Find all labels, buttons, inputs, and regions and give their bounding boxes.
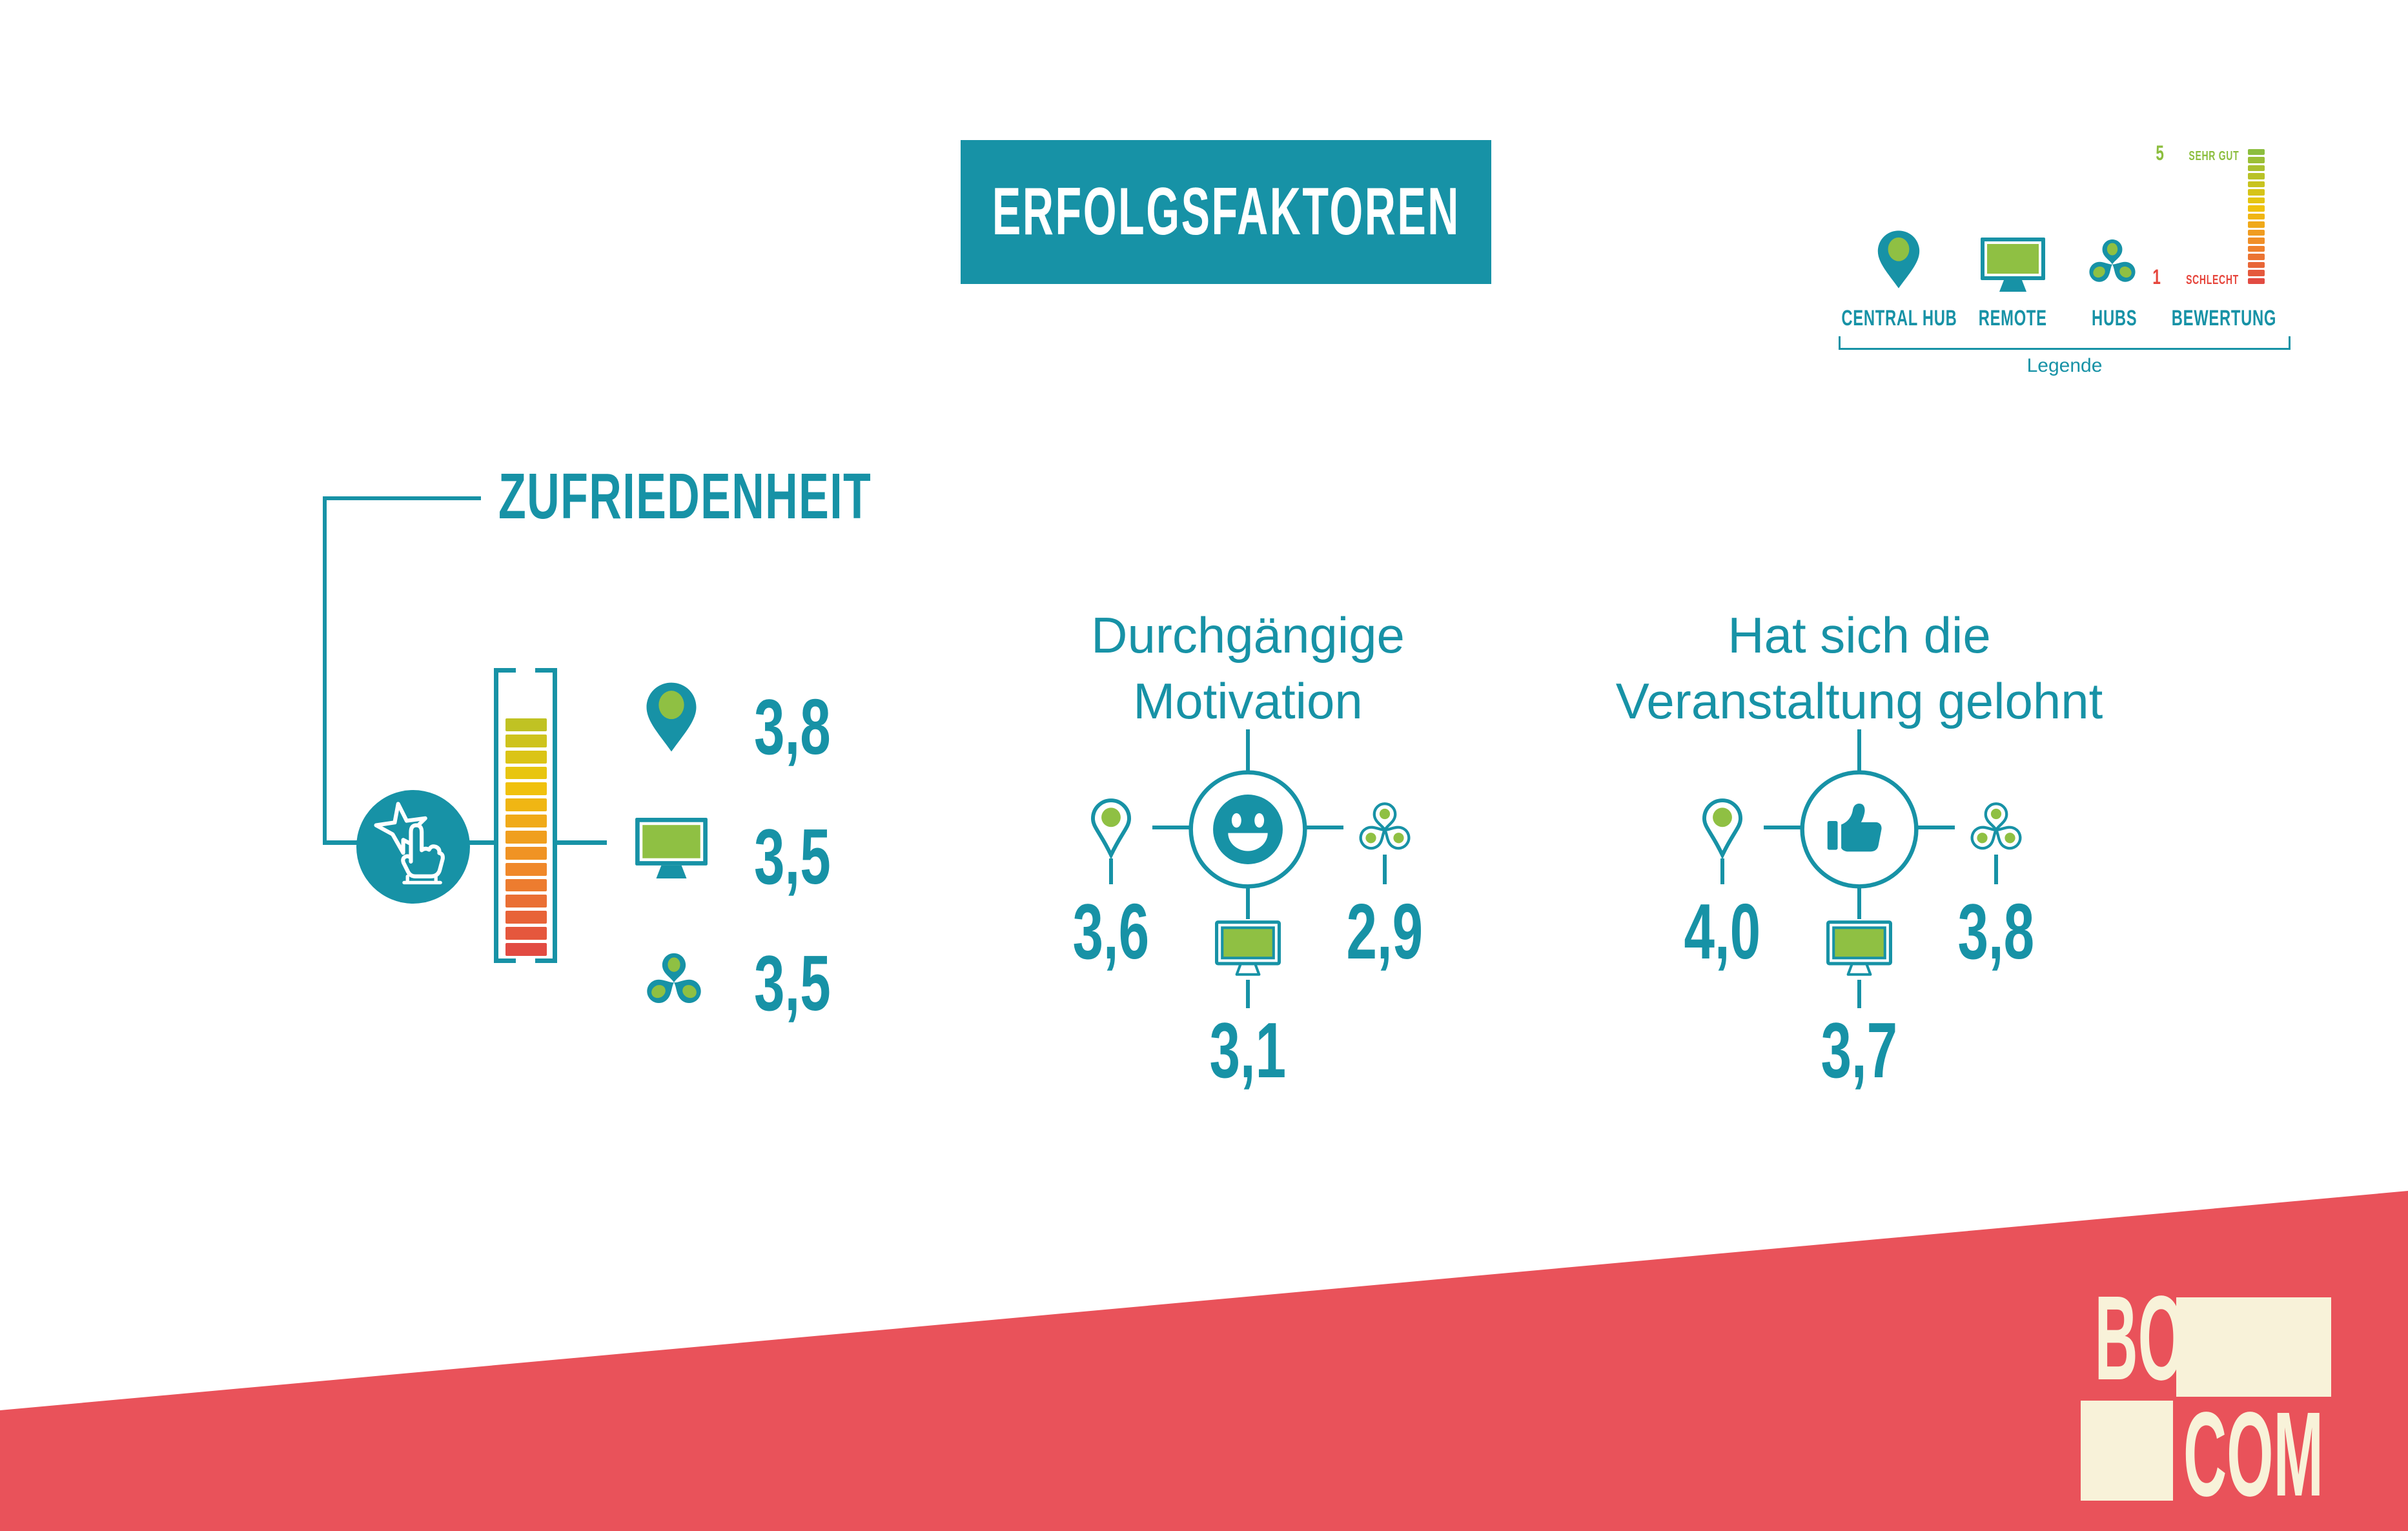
legend-bracket [1839, 336, 2291, 350]
logo-text-bo: BO [2094, 1272, 2185, 1405]
scale-segment [2248, 245, 2265, 252]
remote-monitor-outline-icon [1826, 920, 1892, 978]
thumbs-up-icon [1799, 769, 1919, 889]
scale-segment [505, 943, 547, 956]
central-hub-outline-icon [1091, 798, 1131, 858]
scale-label-worst: 1 SCHLECHT [2103, 265, 2239, 289]
rating-central-hub: 3,8 [754, 683, 831, 771]
scale-worst-label: SCHLECHT [2186, 273, 2239, 287]
remote-monitor-outline-icon [1215, 920, 1281, 978]
hubs-outline-icon [1356, 800, 1413, 855]
scale-segment [505, 750, 547, 764]
scale-segment [2248, 238, 2265, 244]
scale-segment [2248, 205, 2265, 212]
gelohnt-title-line1: Hat sich die [1728, 607, 1991, 664]
star-rating-icon [356, 790, 470, 904]
hubs-outline-icon [1968, 800, 2025, 855]
legend-caption: Legende [2026, 355, 2103, 376]
rating-hubs: 3,8 [1957, 887, 2035, 975]
scale-segment [505, 878, 547, 892]
scale-segment [505, 734, 547, 747]
section-gelohnt: Hat sich die Veranstaltung gelohnt 4,0 3… [1536, 581, 2182, 1162]
rating-remote: 3,5 [754, 813, 831, 900]
rating-meter-segments [505, 718, 547, 956]
scale-worst-number: 1 [2152, 265, 2161, 289]
rating-remote: 3,1 [1209, 1006, 1287, 1094]
page-title-banner: ERFOLGSFAKTOREN [961, 140, 1491, 284]
scale-segment [505, 782, 547, 796]
scale-segment [505, 911, 547, 924]
connector-vertical [323, 496, 327, 845]
central-hub-icon [1877, 230, 1921, 289]
scale-segment [2248, 157, 2265, 163]
legend-item-bewertung: BEWERTUNG [2171, 306, 2277, 330]
scale-segment [2248, 213, 2265, 220]
legend-item-central-hub: CENTRAL HUB [1841, 306, 1957, 330]
scale-best-number: 5 [2156, 141, 2165, 165]
scale-segment [505, 862, 547, 876]
remote-monitor-icon [635, 818, 708, 878]
motivation-title-line1: Durchgängige [1091, 607, 1405, 664]
section-motivation: Durchgängige Motivation 3,6 2,9 3,1 [925, 581, 1571, 1162]
connector-top [323, 496, 481, 500]
rating-scale-icon [2248, 149, 2265, 284]
legend-item-remote: REMOTE [1978, 306, 2048, 330]
scale-segment [2248, 197, 2265, 204]
scale-segment [2248, 254, 2265, 260]
scale-segment [2248, 278, 2265, 284]
scale-segment [505, 766, 547, 780]
rating-hubs: 3,5 [754, 939, 831, 1027]
scale-segment [2248, 189, 2265, 196]
scale-segment [505, 846, 547, 860]
legend-item-hubs: HUBS [2091, 306, 2138, 330]
motivation-title-line2: Motivation [1133, 673, 1363, 729]
scale-best-label: SEHR GUT [2189, 149, 2239, 163]
scale-segment [2248, 173, 2265, 179]
scale-segment [2248, 221, 2265, 228]
rating-central-hub: 3,6 [1072, 887, 1150, 975]
remote-monitor-icon [1981, 238, 2045, 292]
hubs-icon [2085, 236, 2139, 288]
smiley-icon [1188, 769, 1308, 889]
gelohnt-title-line2: Veranstaltung gelohnt [1615, 673, 2103, 729]
scale-segment [505, 927, 547, 940]
scale-segment [2248, 181, 2265, 188]
scale-segment [2248, 229, 2265, 236]
zufriedenheit-title: ZUFRIEDENHEIT [498, 460, 872, 532]
central-hub-icon [646, 682, 697, 753]
central-hub-outline-icon [1702, 798, 1742, 858]
logo-block-bottom-left [2081, 1401, 2173, 1501]
logo-text-com: COM [2183, 1388, 2323, 1521]
scale-segment [505, 815, 547, 828]
rating-central-hub: 4,0 [1684, 887, 1761, 975]
scale-segment [2248, 149, 2265, 156]
scale-segment [2248, 270, 2265, 276]
rating-remote: 3,7 [1821, 1006, 1898, 1094]
scale-segment [505, 895, 547, 908]
rating-hubs: 2,9 [1346, 887, 1423, 975]
page-title: ERFOLGSFAKTOREN [992, 174, 1460, 249]
scale-segment [2248, 261, 2265, 269]
scale-segment [505, 798, 547, 812]
scale-segment [505, 718, 547, 731]
scale-segment [2248, 165, 2265, 172]
hubs-icon [643, 949, 705, 1010]
scale-segment [505, 831, 547, 844]
rating-meter [494, 668, 557, 963]
scale-label-best: 5 SEHR GUT [2103, 141, 2239, 165]
logo-block-top-right [2176, 1297, 2331, 1397]
